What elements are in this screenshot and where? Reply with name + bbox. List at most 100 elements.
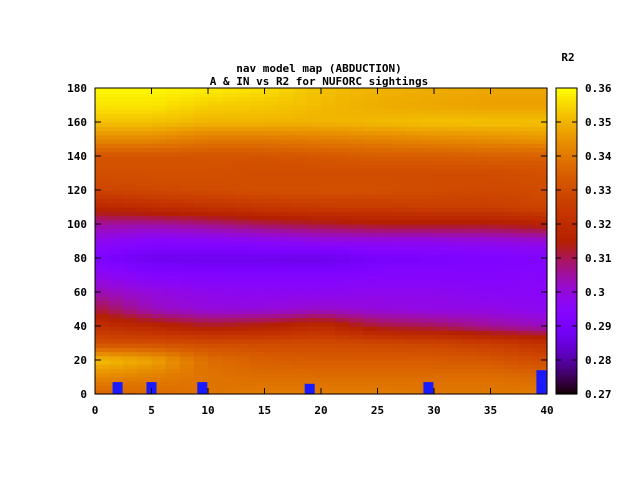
heat-cell — [518, 117, 534, 123]
heat-cell — [109, 160, 124, 166]
colorbar-strip — [556, 177, 577, 181]
heat-cell — [264, 287, 280, 293]
heat-cell — [193, 347, 209, 353]
heat-cell — [434, 300, 449, 306]
heat-cell — [151, 207, 167, 212]
heat-cell — [208, 279, 223, 285]
heat-cell — [236, 241, 251, 246]
heat-cell — [109, 347, 124, 353]
heat-cell — [292, 258, 308, 263]
heat-cell — [151, 368, 167, 374]
heat-cell — [179, 287, 195, 293]
heat-cell — [123, 385, 138, 391]
heat-cell — [123, 343, 138, 348]
heat-cell — [349, 126, 364, 132]
heat-cell — [193, 270, 209, 276]
heat-cell — [292, 215, 308, 221]
heat-cell — [434, 258, 449, 263]
heat-cell — [193, 360, 209, 365]
heat-cell — [95, 330, 110, 336]
heat-cell — [208, 270, 223, 276]
heat-cell — [448, 181, 463, 187]
heat-cell — [250, 360, 266, 365]
heat-cell — [504, 160, 520, 166]
heat-cell — [236, 287, 251, 293]
heat-cell — [123, 389, 138, 395]
heat-cell — [193, 151, 209, 157]
heat-cell — [363, 364, 379, 370]
heat-cell — [123, 300, 138, 306]
heat-cell — [95, 122, 110, 127]
heat-cell — [109, 143, 124, 149]
heat-cell — [151, 190, 167, 195]
colorbar-strip — [556, 368, 577, 372]
heat-cell — [377, 96, 393, 102]
heat-cell — [250, 343, 266, 348]
heat-cell — [137, 300, 153, 306]
colorbar-strip — [556, 154, 577, 158]
heat-cell — [448, 309, 463, 314]
heat-cell — [476, 219, 492, 225]
heat-cell — [321, 296, 336, 302]
heat-cell — [95, 156, 110, 161]
heat-cell — [405, 224, 421, 229]
heat-cell — [250, 372, 266, 378]
heat-cell — [504, 105, 520, 110]
heat-cell — [363, 92, 379, 98]
heat-cell — [349, 117, 364, 123]
heat-cell — [165, 292, 181, 297]
colorbar-strip — [556, 363, 577, 367]
heat-cell — [448, 122, 463, 127]
heat-cell — [165, 105, 181, 110]
heat-cell — [193, 368, 209, 374]
heat-cell — [532, 343, 548, 348]
heat-cell — [208, 215, 223, 221]
heat-cell — [405, 215, 421, 221]
heat-cell — [151, 177, 167, 183]
heat-cell — [250, 321, 266, 327]
heat-cell — [179, 279, 195, 285]
heat-cell — [448, 249, 463, 255]
heat-cell — [250, 355, 266, 361]
colorbar-strip — [556, 263, 577, 268]
heat-cell — [476, 330, 492, 336]
heat-cell — [222, 126, 237, 132]
heat-cell — [292, 355, 308, 361]
heat-cell — [335, 147, 350, 153]
heat-cell — [518, 326, 534, 331]
heat-cell — [179, 292, 195, 297]
heat-cell — [476, 113, 492, 119]
heat-cell — [434, 326, 449, 331]
heat-cell — [306, 173, 322, 178]
colorbar-strip — [556, 141, 577, 145]
heat-cell — [151, 126, 167, 132]
heat-cell — [518, 300, 534, 306]
heat-cell — [532, 360, 548, 365]
heat-cell — [335, 360, 350, 365]
heat-cell — [377, 253, 393, 259]
heat-cell — [363, 283, 379, 289]
heat-cell — [349, 139, 364, 144]
heat-cell — [490, 236, 506, 242]
heat-cell — [335, 317, 350, 323]
heat-cell — [193, 279, 209, 285]
heat-cell — [405, 88, 421, 93]
heat-cell — [208, 232, 223, 238]
heat-cell — [532, 317, 548, 323]
heat-cell — [193, 100, 209, 106]
heat-cell — [236, 343, 251, 348]
heat-cell — [137, 117, 153, 123]
heat-cell — [306, 364, 322, 370]
heat-cell — [391, 177, 407, 183]
heat-cell — [434, 143, 449, 149]
heat-cell — [278, 360, 294, 365]
heat-cell — [504, 381, 520, 387]
heat-cell — [278, 368, 294, 374]
heat-cell — [518, 177, 534, 183]
heat-cell — [335, 266, 350, 272]
heat-cell — [208, 296, 223, 302]
heat-cell — [321, 126, 336, 132]
heat-cell — [193, 253, 209, 259]
heat-cell — [236, 190, 251, 195]
heat-cell — [179, 355, 195, 361]
